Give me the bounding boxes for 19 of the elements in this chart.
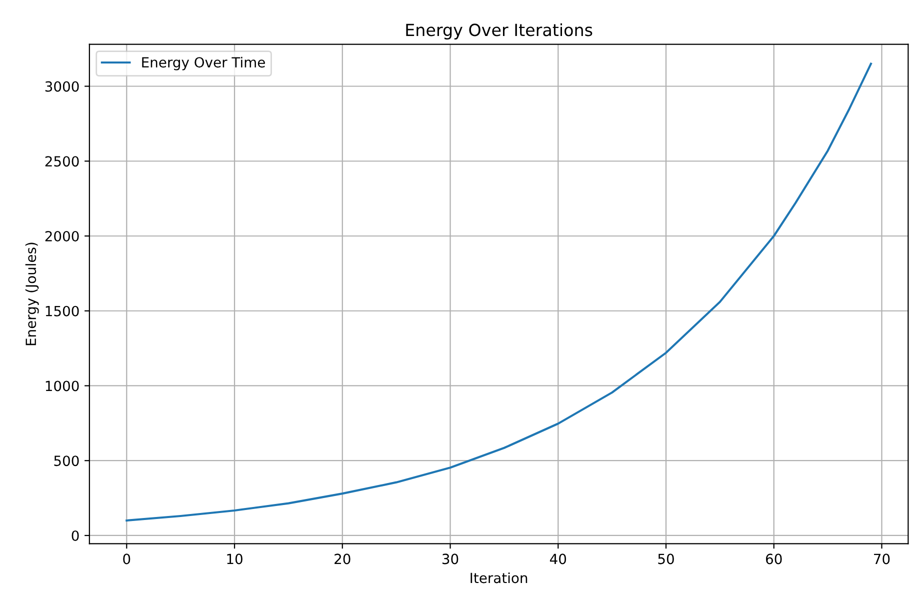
- legend-label: Energy Over Time: [142, 56, 265, 70]
- y-tick-label: 3000: [45, 81, 79, 92]
- x-tick-label: 50: [658, 554, 674, 564]
- y-tick-label: 2000: [45, 230, 79, 242]
- y-tick-label: 1000: [46, 380, 79, 392]
- x-tick-label: 10: [227, 554, 242, 564]
- chart-title: Energy Over Iterations: [406, 23, 592, 40]
- x-tick-label: 20: [334, 554, 350, 564]
- x-axis-title: Iteration: [470, 572, 528, 584]
- y-tick-label: 0: [72, 530, 79, 541]
- y-axis-title: Energy (Joules): [25, 242, 39, 346]
- y-tick-label: 1500: [46, 306, 79, 316]
- x-tick-label: 70: [874, 554, 890, 564]
- x-tick-label: 0: [123, 554, 130, 564]
- y-tick-label: 2500: [45, 156, 79, 167]
- y-tick-label: 500: [54, 456, 79, 466]
- x-tick-label: 30: [442, 554, 458, 564]
- x-tick-label: 40: [550, 554, 566, 564]
- x-tick-label: 60: [766, 554, 782, 564]
